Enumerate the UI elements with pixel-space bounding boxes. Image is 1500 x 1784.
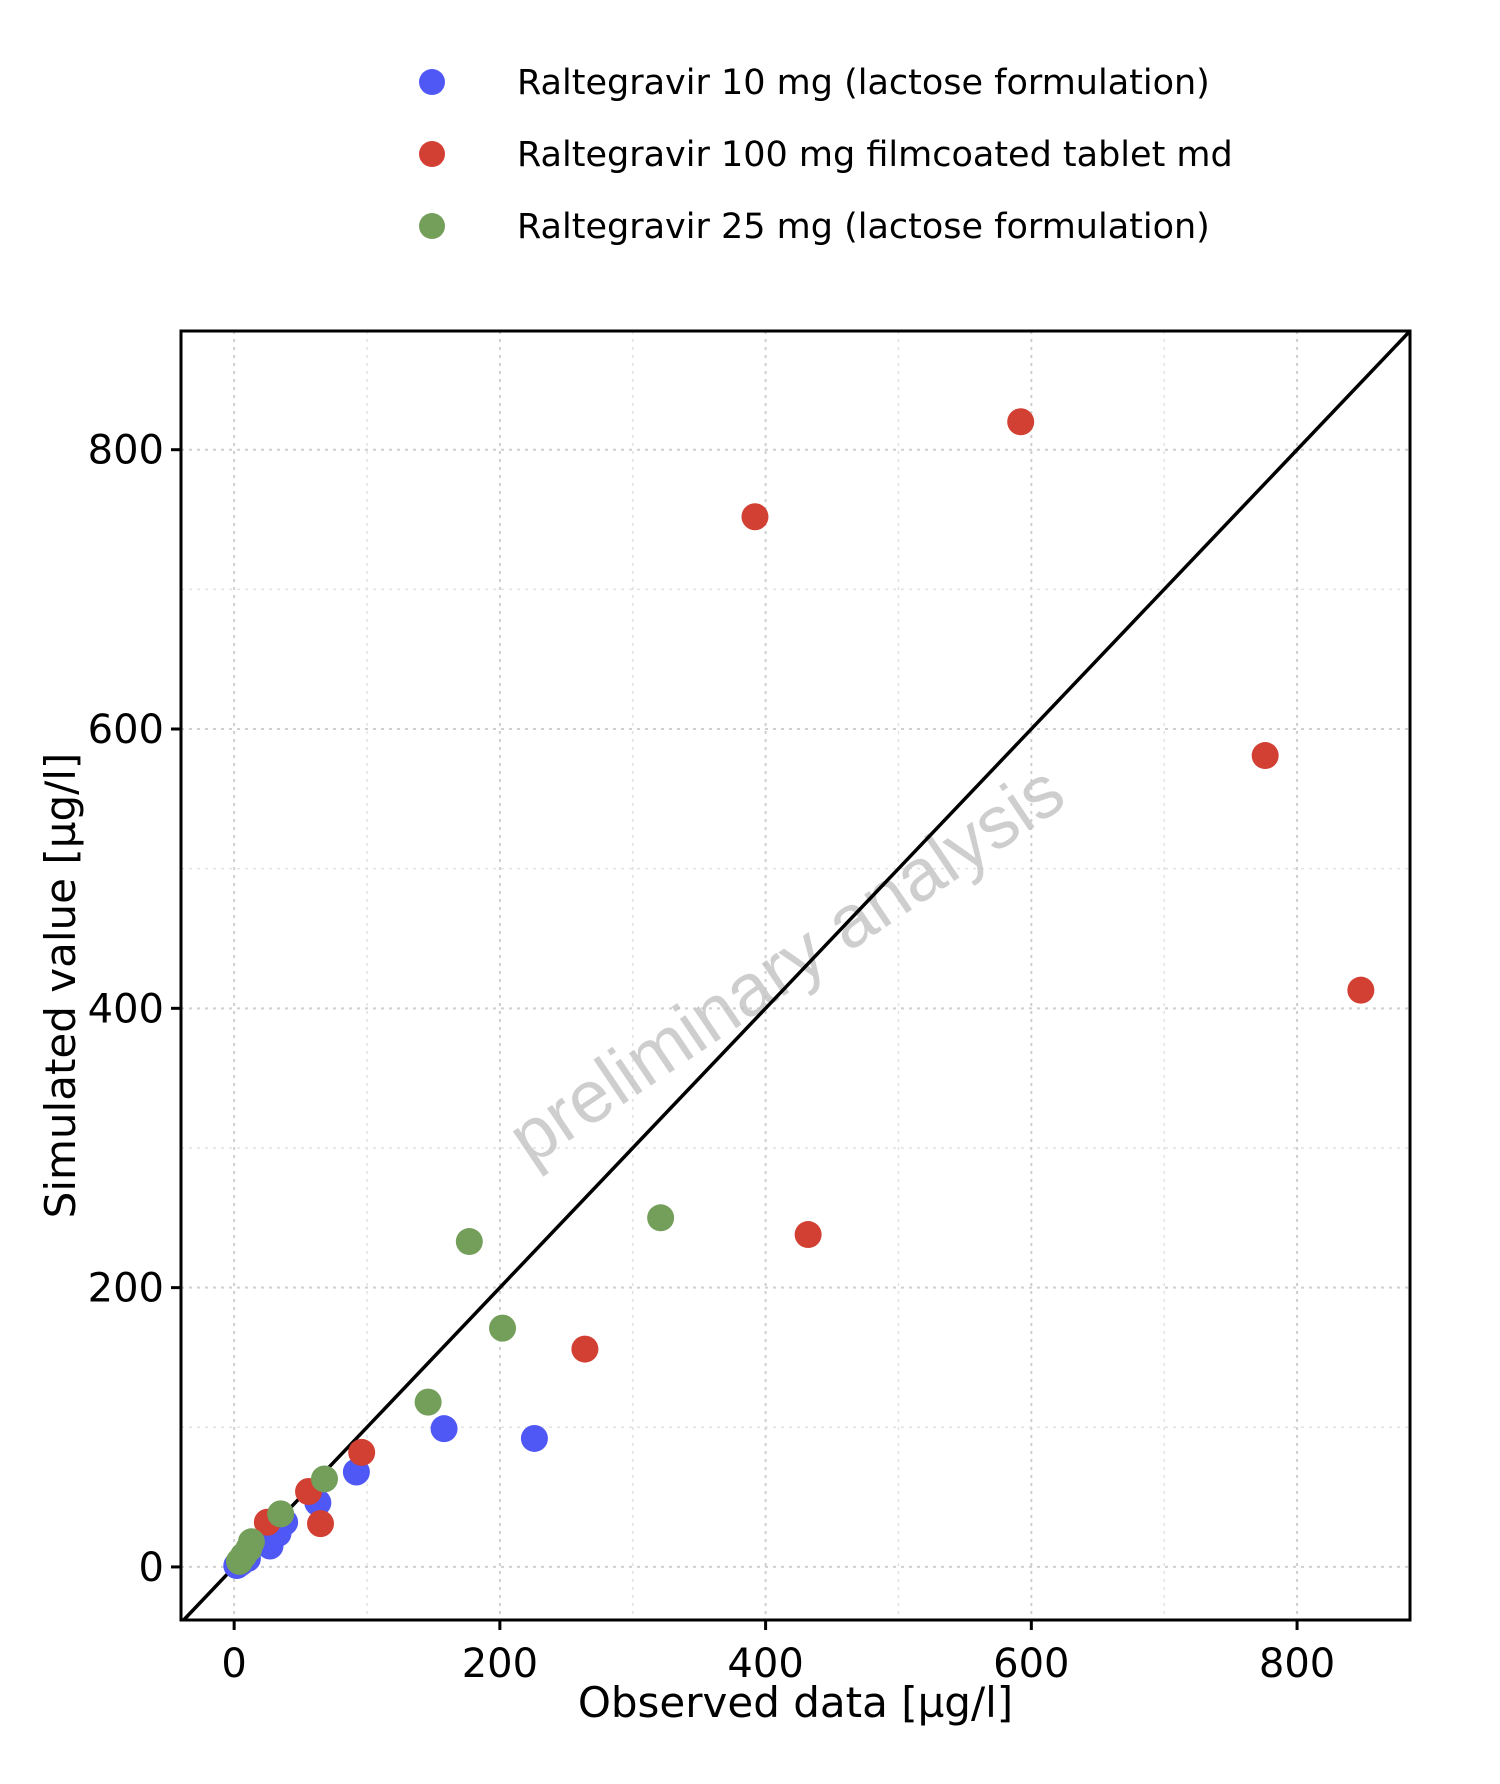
legend-label-10mg: Raltegravir 10 mg (lactose formulation) <box>517 63 1210 103</box>
data-point-s2-6 <box>414 1388 442 1416</box>
data-point-s1-7 <box>1007 408 1035 436</box>
axis-ticks: 0 200 400 600 800 0 200 400 600 800 <box>88 428 1336 1687</box>
x-tick-label-400: 400 <box>727 1641 803 1687</box>
data-point-s1-4 <box>571 1335 599 1363</box>
plot-frame <box>179 329 1412 1622</box>
data-point-s0-8 <box>430 1415 458 1443</box>
y-tick-label-800: 800 <box>88 428 164 474</box>
legend-label-25mg: Raltegravir 25 mg (lactose formulation) <box>517 207 1210 247</box>
data-point-s1-6 <box>794 1221 822 1249</box>
x-tick-label-600: 600 <box>993 1641 1069 1687</box>
legend-marker-100mg <box>419 141 445 167</box>
data-point-s2-8 <box>489 1314 517 1342</box>
legend-label-100mg: Raltegravir 100 mg filmcoated tablet md <box>517 135 1233 175</box>
data-point-s1-2 <box>307 1510 335 1538</box>
x-tick-label-0: 0 <box>221 1641 246 1687</box>
y-axis-title: Simulated value [µg/l] <box>36 753 85 1219</box>
legend-marker-10mg <box>419 69 445 95</box>
data-point-s2-5 <box>310 1465 338 1493</box>
data-point-s1-5 <box>741 503 769 531</box>
watermark: preliminary analysis <box>493 748 1078 1180</box>
data-point-s1-9 <box>1347 976 1375 1004</box>
legend-entry-10mg: Raltegravir 10 mg (lactose formulation) <box>419 63 1210 103</box>
grid-lines <box>181 331 1410 1620</box>
x-tick-label-800: 800 <box>1259 1641 1335 1687</box>
data-point-s0-9 <box>520 1424 548 1452</box>
y-tick-label-400: 400 <box>88 986 164 1032</box>
legend: Raltegravir 10 mg (lactose formulation) … <box>419 63 1233 247</box>
data-point-s1-8 <box>1251 742 1279 770</box>
data-point-s1-3 <box>348 1438 376 1466</box>
data-point-s2-9 <box>647 1204 675 1232</box>
x-axis-title: Observed data [µg/l] <box>578 1678 1013 1727</box>
data-point-s2-7 <box>455 1228 483 1256</box>
data-points <box>223 408 1375 1580</box>
y-tick-label-200: 200 <box>88 1266 164 1312</box>
legend-marker-25mg <box>419 213 445 239</box>
identity-line <box>182 329 1412 1622</box>
y-tick-label-600: 600 <box>88 707 164 753</box>
legend-entry-100mg: Raltegravir 100 mg filmcoated tablet md <box>419 135 1233 175</box>
data-point-s2-4 <box>267 1500 295 1528</box>
data-point-s2-3 <box>237 1528 265 1556</box>
legend-entry-25mg: Raltegravir 25 mg (lactose formulation) <box>419 207 1210 247</box>
y-tick-label-0: 0 <box>139 1545 164 1591</box>
x-tick-label-200: 200 <box>462 1641 538 1687</box>
